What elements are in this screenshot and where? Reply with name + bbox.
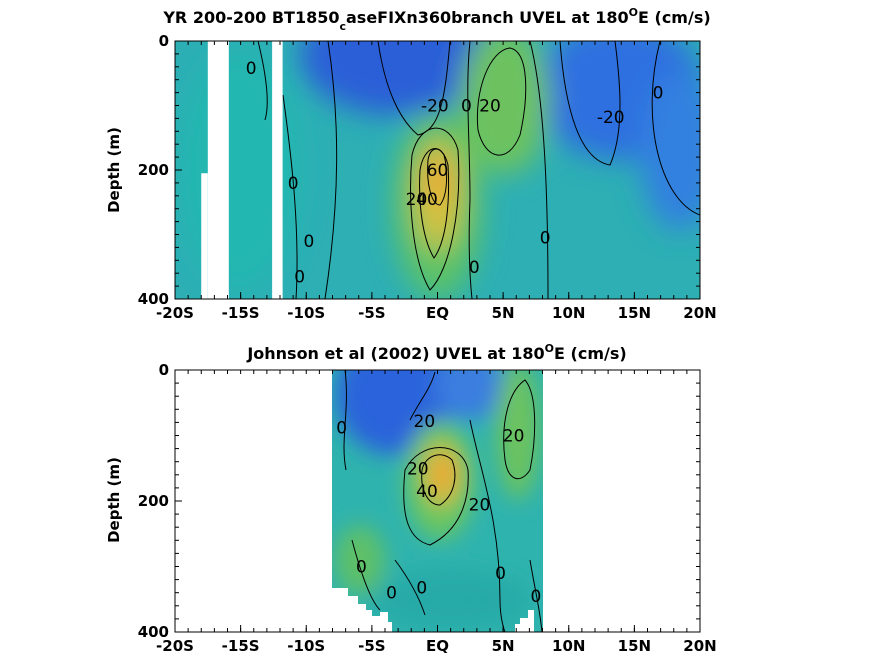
- bottom-y-tick-label: 0: [159, 361, 169, 379]
- bottom-contour-label: 0: [336, 419, 347, 439]
- bottom-contour-label: 0: [386, 584, 397, 604]
- bottom-y-tick-label: 400: [138, 623, 169, 641]
- bottom-contour-20-north: [409, 371, 436, 421]
- top-contour-zero-ncc-east: [529, 41, 549, 299]
- bottom-panel: Johnson et al (2002) UVEL at 180OE (cm/s…: [105, 342, 717, 655]
- top-blue-patch-far-east: [640, 70, 700, 230]
- top-contour-label: -20: [421, 97, 449, 117]
- bottom-blue-patch-east: [435, 370, 505, 420]
- top-y-tick-label: 200: [138, 161, 169, 179]
- top-orange-euc-max: [426, 154, 450, 206]
- top-blue-patch-surface: [300, 41, 490, 115]
- bottom-orange-euc-max: [435, 458, 453, 486]
- top-y-tick-label: 400: [138, 290, 169, 308]
- top-contour-label: 20: [406, 190, 428, 210]
- top-no-data-gap: [207, 41, 229, 299]
- bottom-y-axis-label: Depth (m): [105, 457, 123, 543]
- top-contour-minus20-west: [377, 41, 451, 136]
- bottom-contour-label: 20: [414, 412, 436, 432]
- top-chart-title: YR 200-200 BT1850caseFIXn360branch UVEL …: [162, 6, 710, 33]
- top-contour-20-euc: [410, 127, 460, 291]
- top-x-tick-label: 10N: [552, 304, 585, 322]
- bottom-x-tick-label: 20N: [683, 637, 716, 655]
- bottom-x-tick-label: -10S: [287, 637, 325, 655]
- top-x-tick-label: -15S: [222, 304, 260, 322]
- top-no-data-gap: [272, 41, 283, 299]
- top-contour-label: 20: [479, 97, 501, 117]
- top-heatmap-field: [175, 41, 700, 299]
- bottom-contour-20-euc: [403, 447, 469, 546]
- top-contour-zero-west3: [257, 41, 268, 121]
- bottom-x-tick-label: -5S: [358, 637, 385, 655]
- bottom-x-tick-label: 15N: [618, 637, 651, 655]
- top-contour-label: 0: [303, 232, 314, 252]
- top-x-tick-label: -5S: [358, 304, 385, 322]
- bottom-contour-label: 0: [531, 587, 542, 607]
- bottom-contour-zero-deep-west: [351, 539, 381, 611]
- top-contour-label: 0: [540, 229, 551, 249]
- bottom-contour-label: 0: [356, 558, 367, 578]
- bottom-contour-40-euc: [421, 454, 456, 506]
- top-contour-label: 0: [461, 97, 472, 117]
- bottom-x-tick-label: -20S: [156, 637, 194, 655]
- bottom-contour-label: 20: [469, 495, 491, 515]
- bottom-x-tick-label: EQ: [426, 637, 449, 655]
- top-contour-label: 0: [246, 59, 257, 79]
- top-contour-label: 0: [469, 258, 480, 278]
- bottom-contour-zero-west: [343, 370, 347, 471]
- top-contour-label: 0: [288, 174, 299, 194]
- bottom-teal-deep: [370, 570, 530, 630]
- top-contour-label: 40: [416, 190, 438, 210]
- bottom-contour-label: 0: [495, 564, 506, 584]
- bottom-green-sub-patch: [335, 525, 385, 595]
- bottom-x-tick-label: 5N: [492, 637, 515, 655]
- bottom-heatmap-field: [332, 370, 543, 632]
- top-contour-40-euc: [419, 148, 450, 259]
- bottom-contour-zero-east: [529, 559, 543, 632]
- bottom-contour-label: 20: [503, 427, 525, 447]
- top-contour-zero-west2: [324, 41, 338, 299]
- top-no-data-gaps: [201, 41, 283, 299]
- bottom-data-edge-mask: [332, 588, 392, 632]
- top-panel: YR 200-200 BT1850caseFIXn360branch UVEL …: [105, 6, 717, 322]
- bottom-contour-zero-deep: [394, 559, 426, 616]
- top-x-tick-label: 20N: [683, 304, 716, 322]
- bottom-contour-label: 0: [416, 578, 427, 598]
- bottom-data-edge-mask-east: [515, 610, 534, 632]
- top-contour-label: 0: [294, 267, 305, 287]
- top-no-data-gap: [201, 173, 208, 299]
- bottom-y-tick-label: 200: [138, 492, 169, 510]
- top-contour-60-euc: [427, 148, 448, 206]
- top-x-tick-label: -10S: [287, 304, 325, 322]
- top-y-tick-label: 0: [159, 32, 169, 50]
- top-contour-zero-far-east: [651, 41, 700, 216]
- top-x-tick-label: EQ: [426, 304, 449, 322]
- top-contour-label: 0: [653, 84, 664, 104]
- top-contour-label: 60: [427, 161, 449, 181]
- top-x-tick-label: 5N: [492, 304, 515, 322]
- top-contour-zero-east: [467, 41, 473, 299]
- top-x-tick-label: -20S: [156, 304, 194, 322]
- bottom-chart-title: Johnson et al (2002) UVEL at 180OE (cm/s…: [246, 342, 626, 363]
- top-y-axis-label: Depth (m): [105, 127, 123, 213]
- top-contour-minus20-east: [559, 41, 621, 166]
- top-contour-zero-west: [282, 94, 298, 299]
- top-contour-label: -20: [597, 108, 625, 128]
- bottom-x-tick-label: 10N: [552, 637, 585, 655]
- top-x-tick-label: 15N: [618, 304, 651, 322]
- bottom-contour-label: 20: [407, 459, 429, 479]
- top-contour-20-ncc: [476, 47, 527, 156]
- bottom-contour-label: 40: [416, 482, 438, 502]
- bottom-x-tick-label: -15S: [222, 637, 260, 655]
- bottom-contour-20-ncc: [503, 379, 536, 480]
